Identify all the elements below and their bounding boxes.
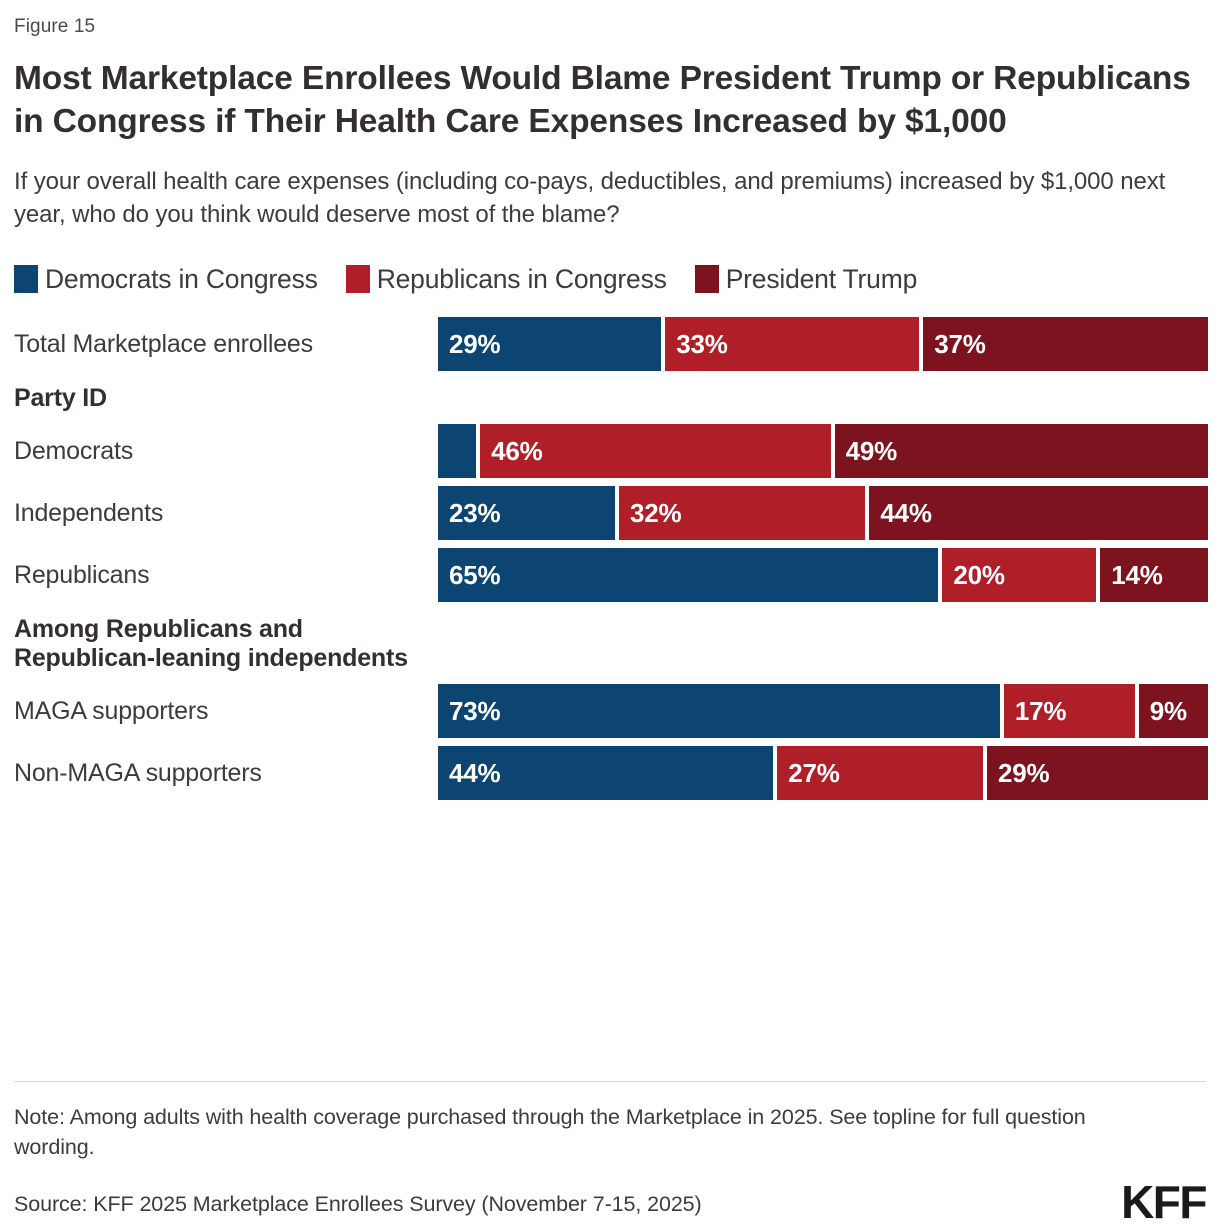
legend-label: Democrats in Congress [45, 264, 318, 295]
bar-value-label: 65% [449, 559, 501, 590]
bar-segment[interactable]: 73% [438, 684, 1000, 739]
bar-value-label: 32% [630, 497, 682, 528]
group-label: Party ID [14, 384, 107, 413]
footnote-text: Note: Among adults with health coverage … [14, 1104, 1086, 1160]
bar-value-label: 46% [491, 435, 543, 466]
chart-subtitle: If your overall health care expenses (in… [14, 168, 1166, 228]
bar-value-label: 37% [934, 328, 986, 359]
legend-swatch-icon [14, 265, 38, 294]
bar-value-label: 29% [998, 757, 1050, 788]
bar-segment[interactable]: 46% [480, 424, 831, 479]
bar-segment[interactable]: 20% [942, 548, 1097, 603]
bar-segment[interactable]: 9% [1138, 684, 1208, 739]
bar-value-label: 73% [449, 695, 501, 726]
bar-value-label: 49% [845, 435, 898, 466]
figure-footer: Note: Among adults with health coverage … [14, 1080, 1207, 1228]
chart-bar-row: Independents 23% 32% 44% [14, 485, 1208, 541]
category-label: Non-MAGA supporters [14, 758, 262, 787]
chart-bar-row: Democrats 46% 49% [14, 423, 1208, 479]
group-label: Among Republicans and Republican-leaning… [14, 615, 408, 673]
legend-label: Republicans in Congress [376, 264, 667, 295]
bar-value-label: 29% [449, 328, 501, 359]
bar-segment[interactable]: 14% [1100, 548, 1208, 603]
page-title: Most Marketplace Enrollees Would Blame P… [14, 59, 1191, 140]
bar-value-label: 27% [788, 757, 840, 788]
bar-segment[interactable]: 17% [1003, 684, 1135, 739]
legend-swatch-icon [345, 265, 370, 294]
category-label: Republicans [14, 560, 150, 589]
chart-legend: Democrats in Congress Republicans in Cong… [14, 264, 1206, 295]
bar-value-label: 14% [1111, 559, 1163, 590]
chart-bar-row: Total Marketplace enrollees 29% 33% 37% [14, 316, 1208, 372]
bar-track: 44% 27% 29% [438, 746, 1208, 801]
category-label: Independents [14, 498, 164, 527]
bar-segment[interactable]: 33% [665, 317, 920, 372]
legend-item-0[interactable]: Democrats in Congress [14, 264, 318, 295]
chart-group-heading-row: Among Republicans and Republican-leaning… [14, 609, 1206, 677]
chart-bar-row: MAGA supporters 73% 17% 9% [14, 683, 1208, 739]
category-label: Democrats [14, 436, 134, 465]
bar-value-label: 33% [676, 328, 728, 359]
bar-segment[interactable]: 49% [834, 424, 1208, 479]
bar-value-label: 44% [880, 497, 932, 528]
figure-number: Figure 15 [14, 16, 96, 37]
bar-segment[interactable]: 65% [438, 548, 939, 603]
legend-label: President Trump [725, 264, 918, 295]
footer-divider [14, 1080, 1206, 1082]
chart-bar-row: Republicans 65% 20% 14% [14, 547, 1208, 603]
legend-item-1[interactable]: Republicans in Congress [345, 264, 667, 295]
bar-segment[interactable]: 29% [987, 746, 1208, 801]
bar-segment[interactable]: 32% [619, 486, 866, 541]
source-text: Source: KFF 2025 Marketplace Enrollees S… [14, 1192, 702, 1217]
chart-bar-row: Non-MAGA supporters 44% 27% 29% [14, 745, 1208, 801]
bar-value-label: 17% [1014, 695, 1067, 726]
stacked-bar-chart: Total Marketplace enrollees 29% 33% 37% Part… [14, 316, 1208, 801]
bar-value-label: 44% [449, 757, 501, 788]
kff-logo: KFF [1121, 1175, 1207, 1228]
bar-segment[interactable]: 44% [869, 486, 1208, 541]
bar-track: 29% 33% 37% [438, 317, 1208, 372]
source-row: Source: KFF 2025 Marketplace Enrollees S… [14, 1175, 1207, 1228]
category-label: Total Marketplace enrollees [14, 329, 313, 358]
bar-segment[interactable]: 29% [438, 317, 662, 372]
bar-segment[interactable]: 44% [438, 746, 774, 801]
bar-value-label: 23% [449, 497, 501, 528]
category-label: MAGA supporters [14, 696, 209, 725]
bar-track: 73% 17% 9% [438, 684, 1208, 739]
bar-segment[interactable]: 37% [923, 317, 1208, 372]
legend-swatch-icon [694, 265, 719, 294]
bar-segment[interactable]: 27% [777, 746, 984, 801]
bar-value-label: 20% [953, 559, 1005, 590]
bar-track: 65% 20% 14% [438, 548, 1208, 603]
legend-item-2[interactable]: President Trump [694, 264, 918, 295]
bar-segment[interactable]: 23% [438, 486, 616, 541]
bar-segment[interactable] [438, 424, 477, 479]
bar-value-label: 9% [1149, 695, 1187, 726]
bar-track: 46% 49% [438, 424, 1208, 479]
bar-track: 23% 32% 44% [438, 486, 1208, 541]
chart-group-heading-row: Party ID [14, 378, 1206, 417]
